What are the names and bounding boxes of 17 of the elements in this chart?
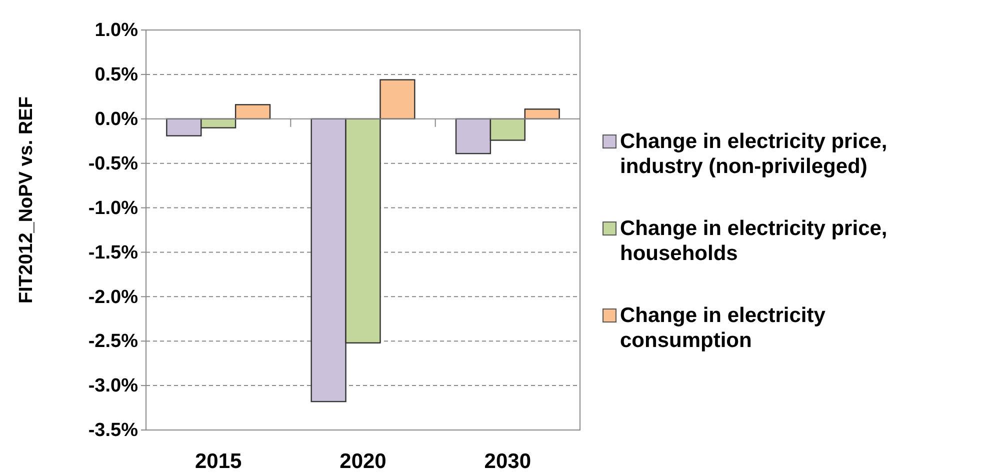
y-axis-title: FIT2012_NoPV vs. REF bbox=[16, 96, 37, 304]
x-tick-label: 2015 bbox=[194, 450, 242, 473]
legend-label: Change in electricity price, industry (non-privileged) bbox=[620, 130, 888, 178]
y-tick-label: 1.0% bbox=[94, 20, 138, 42]
y-tick-label: -3.5% bbox=[88, 420, 138, 442]
y-tick-label: 0.0% bbox=[94, 108, 138, 130]
legend-label: Change in electricity price, households bbox=[620, 217, 888, 265]
x-tick-label: 2020 bbox=[340, 450, 386, 473]
y-tick-label: -2.0% bbox=[88, 286, 138, 308]
y-tick-label: 0.5% bbox=[94, 64, 138, 86]
y-tick-label: -1.5% bbox=[88, 242, 138, 264]
x-tick-label: 2030 bbox=[484, 450, 532, 473]
legend-label: Change in electricity consumption bbox=[620, 304, 826, 352]
y-tick-label: -0.5% bbox=[88, 153, 138, 174]
y-tick-label: -3.0% bbox=[88, 376, 138, 397]
y-tick-label: -2.5% bbox=[88, 331, 138, 352]
y-tick-label: -1.0% bbox=[88, 198, 138, 219]
